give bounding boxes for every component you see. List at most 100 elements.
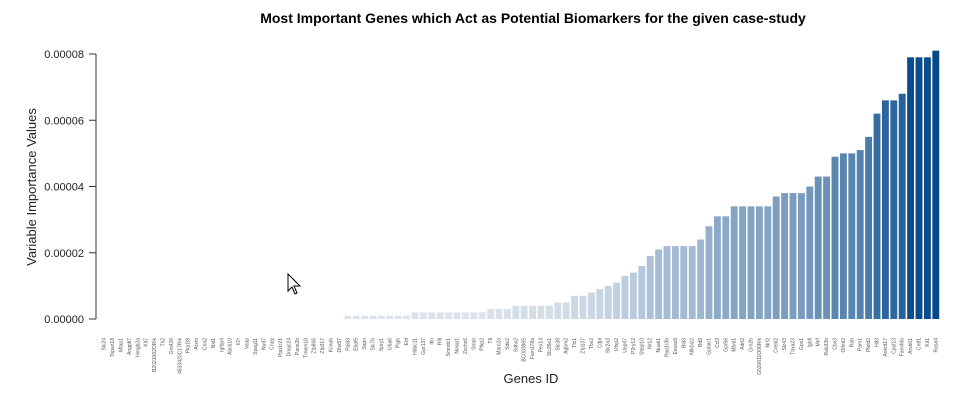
x-tick-label: Tk2 [161, 338, 167, 347]
x-tick-label: Dhx57 [337, 338, 343, 353]
x-tick-label: Zfp317 [320, 338, 326, 354]
x-tick-label: Gpbar1 [707, 338, 713, 355]
x-tick-label: Ufsp2 [614, 338, 620, 351]
x-tick-label: Mbnl1 [732, 338, 738, 352]
bar [403, 315, 411, 319]
bar [730, 206, 738, 319]
bar [629, 272, 637, 319]
bar [545, 305, 553, 319]
x-tick-label: Tmem18 [303, 338, 309, 358]
bar [352, 315, 360, 319]
bar [831, 156, 839, 319]
x-tick-label: Tbxa23 [791, 338, 797, 355]
bar [487, 309, 495, 319]
x-tick-label: Nxt1 [211, 338, 217, 349]
x-tick-label: Uba6 [387, 338, 393, 350]
bar [419, 312, 427, 319]
x-tick-label: Ttc1 [572, 338, 578, 348]
bar [814, 176, 822, 319]
bar [453, 312, 461, 319]
x-tick-label: Kcnab [329, 338, 335, 352]
bar [806, 186, 814, 319]
x-tick-label: Mef [816, 337, 822, 346]
x-tick-label: Pleld2 [866, 338, 872, 352]
x-tick-label: Sde2 [505, 338, 511, 350]
x-tick-label: Zfp866 [312, 338, 318, 354]
x-tick-label: Rab33b [824, 338, 830, 356]
bar [865, 136, 873, 319]
x-tick-label: Fam46b [900, 338, 906, 357]
x-tick-label: Spry1 [379, 338, 385, 351]
bar [604, 285, 612, 319]
x-tick-label: Rasa4 [933, 338, 939, 353]
x-tick-label: BC003965 [522, 338, 528, 362]
x-tick-label: Ccl3 [715, 338, 721, 348]
x-tick-label: Marc2a [497, 338, 503, 355]
bar [478, 312, 486, 319]
chart-title: Most Important Genes which Act as Potent… [260, 10, 806, 26]
x-tick-label: Itln [429, 338, 435, 345]
bar [890, 100, 898, 319]
x-tick-label: Zfp137 [581, 338, 587, 354]
x-tick-label: Slc43 [782, 338, 788, 351]
bar [688, 246, 696, 319]
x-tick-label: Tbx2 [589, 338, 595, 349]
x-tick-label: Pigb [396, 338, 402, 348]
x-tick-label: Nud7 [261, 338, 267, 350]
x-tick-label: Gpr137 [421, 338, 427, 355]
bar [638, 266, 646, 319]
x-tick-label: Gpr56 [723, 338, 729, 352]
x-tick-label: Slc38 [555, 338, 561, 351]
x-tick-label: Arsb01 [908, 338, 914, 354]
x-tick-label: Il7r [236, 338, 242, 345]
x-tick-label: Bid3 [681, 338, 687, 348]
x-tick-label: Nr12 [648, 338, 654, 349]
x-tick-label: Ehf [404, 337, 410, 345]
x-tick-label: Cntf1 [917, 338, 923, 350]
x-tick-label: Mtap1 [119, 338, 125, 352]
x-tick-label: Nfkbiz2 [690, 338, 696, 355]
x-tick-label: Pkp1l8 [186, 338, 192, 354]
bar [772, 196, 780, 319]
bar [797, 193, 805, 319]
x-tick-label: Rfll [438, 338, 444, 345]
bar [428, 312, 436, 319]
bar [554, 302, 562, 319]
bar [436, 312, 444, 319]
bar [537, 305, 545, 319]
y-axis-label: Variable Importance Values [24, 108, 39, 266]
x-tick-label: Kit1 [925, 338, 931, 347]
x-tick-label: Nrf2 [765, 338, 771, 348]
bar [680, 246, 688, 319]
x-tick-label: Exosc8 [673, 338, 679, 355]
x-tick-label: Cnn2 [203, 338, 209, 350]
x-tick-label: Tspan18 [110, 338, 116, 357]
bar [873, 113, 881, 319]
x-tick-label: Pald3 [345, 338, 351, 351]
x-tick-label: Pfkp2 [480, 338, 486, 351]
bar [445, 312, 453, 319]
x-tick-label: Stepl10 [639, 338, 645, 355]
x-tick-label: Panx2b [295, 338, 301, 355]
x-tick-labels: Slc24 Tspan18 Mtap1 Angptl7 Hmgb2a Kit7 B20210… [102, 337, 940, 374]
bar [705, 226, 713, 319]
bar [923, 57, 931, 319]
bar [915, 57, 923, 319]
bar [411, 312, 419, 319]
x-tick-label: Gpc1 [799, 338, 805, 350]
x-tick-label: Sspn [362, 338, 368, 350]
bar [722, 216, 730, 319]
x-tick-label: 4833420C17Rik [177, 338, 183, 374]
x-tick-label: Olfml2 [841, 338, 847, 353]
bar [386, 315, 394, 319]
bar [470, 312, 478, 319]
x-tick-label: Cnpy [270, 338, 276, 350]
bar [655, 249, 663, 319]
bar [663, 246, 671, 319]
y-tick-label: 0.00000 [44, 314, 84, 326]
x-tick-label: Slc2a3 [606, 338, 612, 354]
bar [755, 206, 763, 319]
bar [621, 275, 629, 319]
x-tick-label: Adrl2 [740, 338, 746, 350]
